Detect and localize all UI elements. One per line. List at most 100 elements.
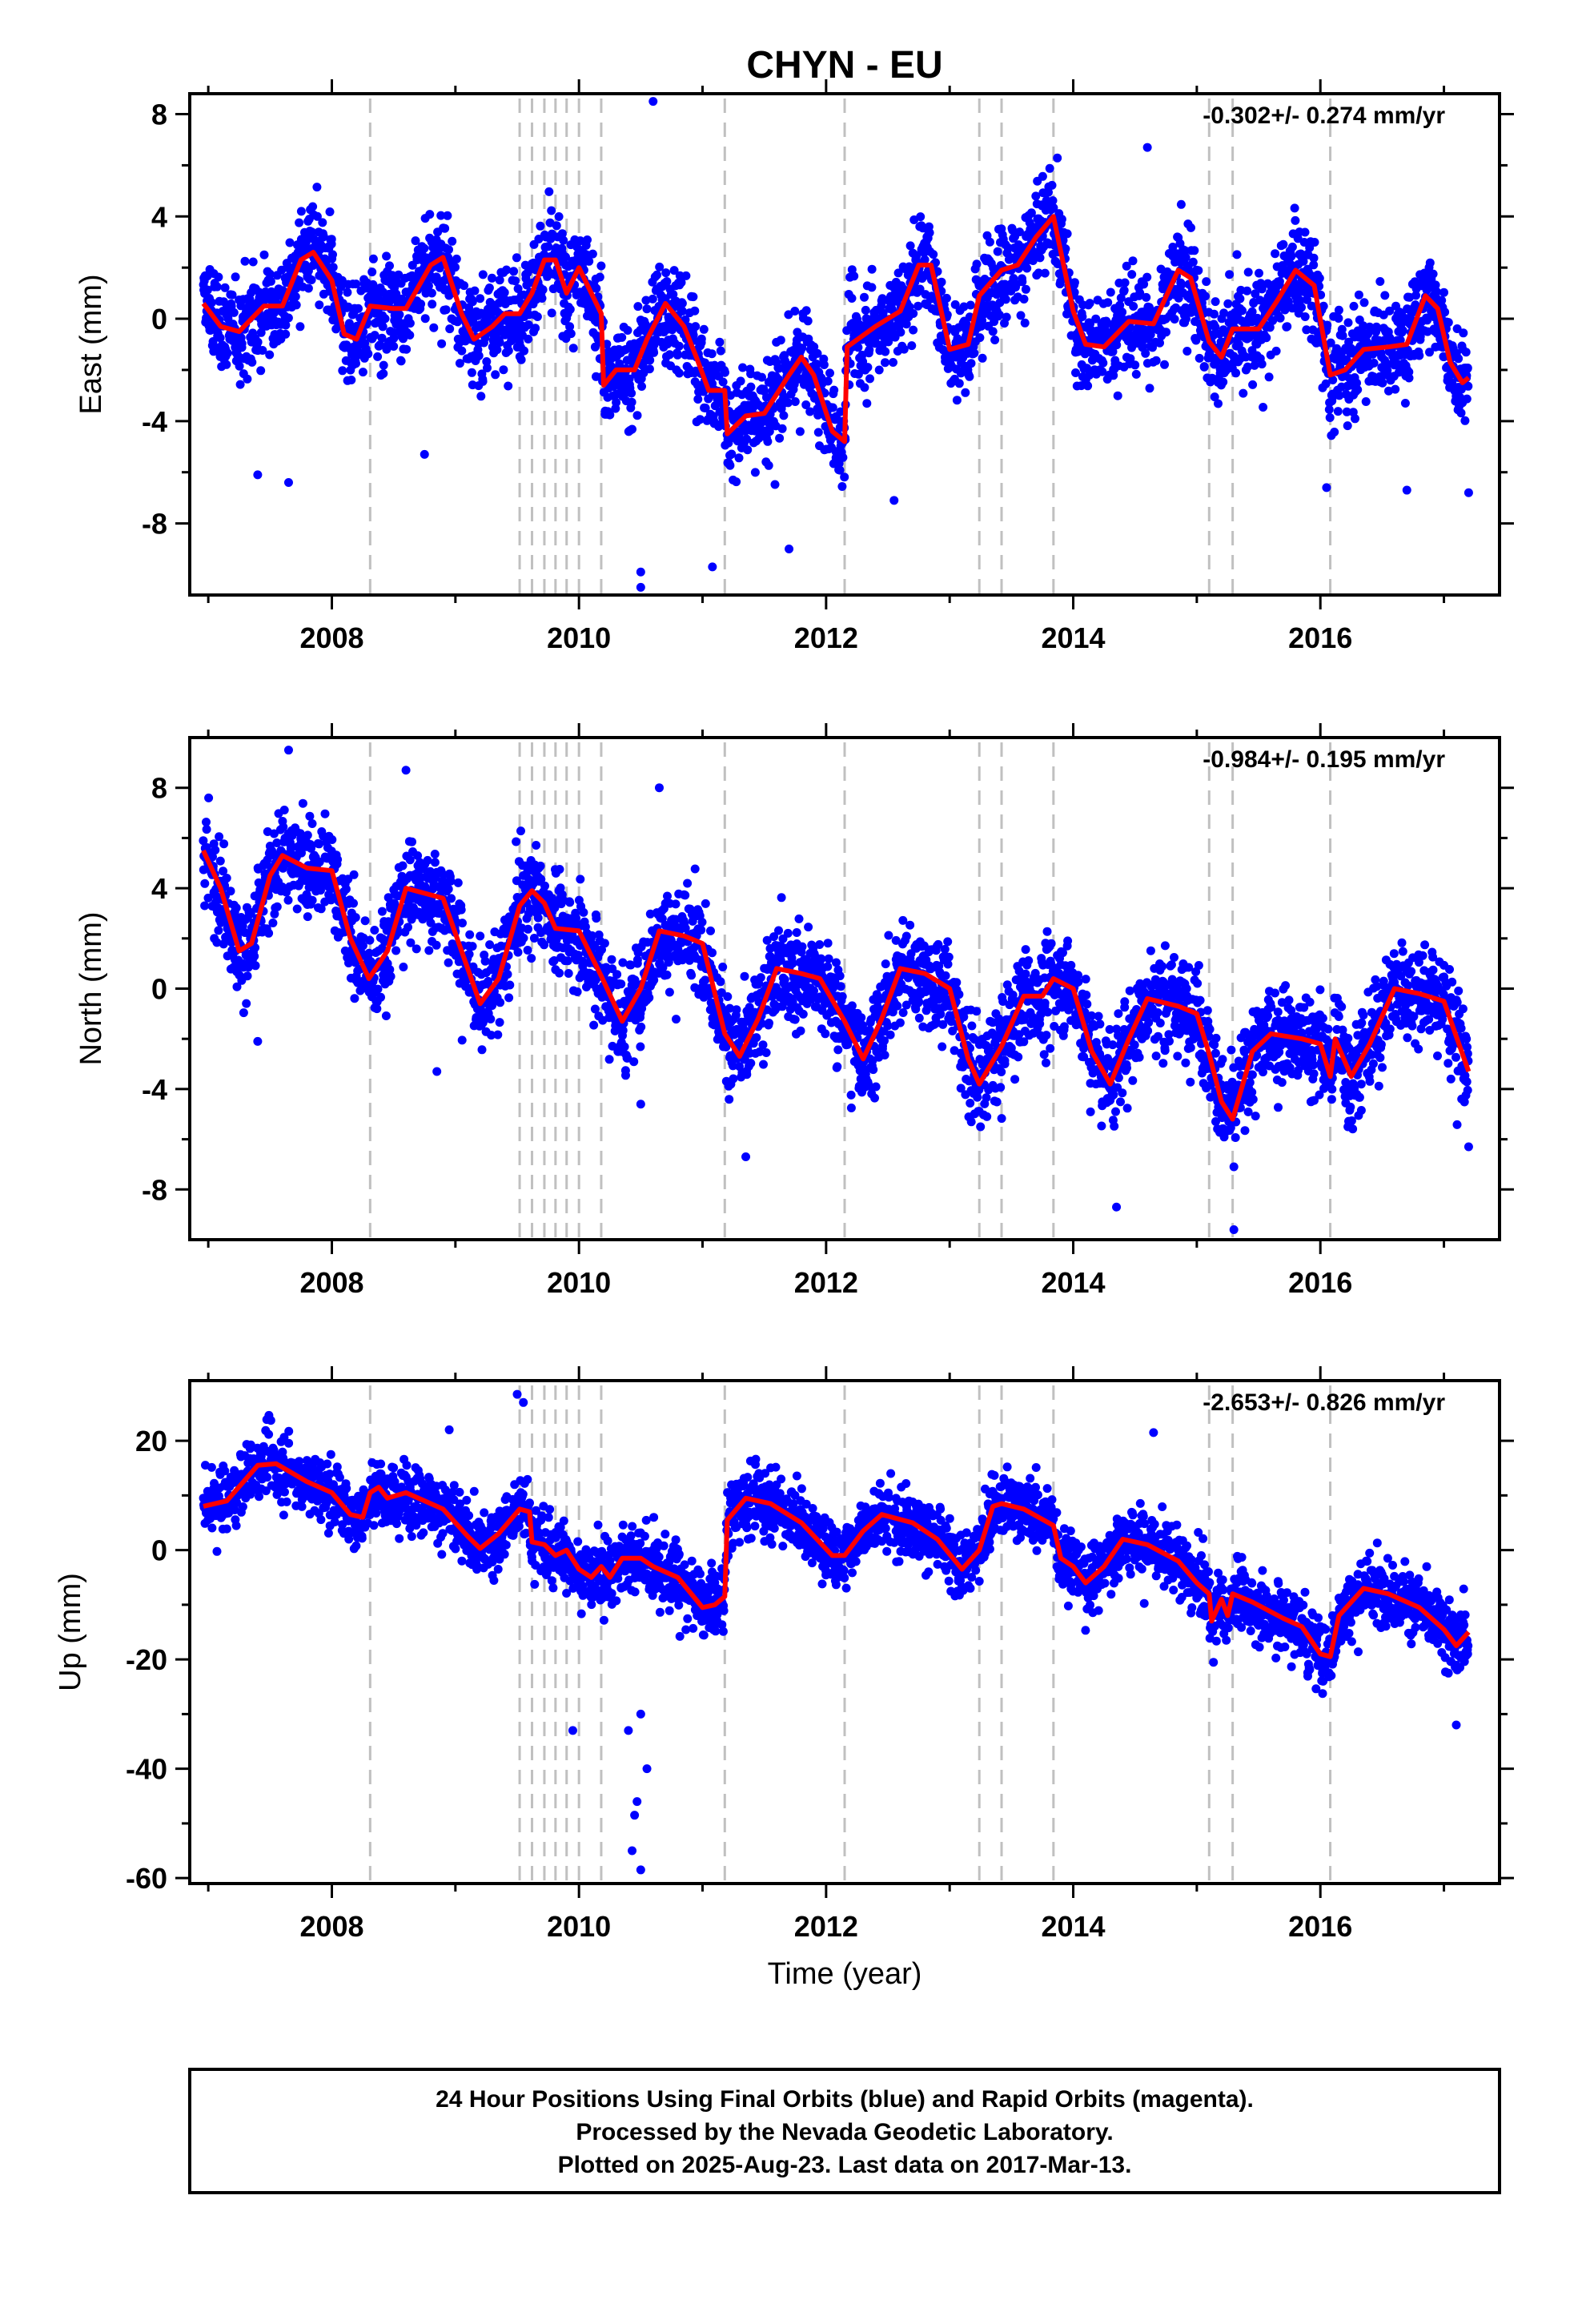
- data-point: [202, 825, 211, 834]
- data-point: [1210, 309, 1219, 319]
- data-point: [865, 374, 874, 384]
- data-point: [319, 231, 328, 241]
- data-point: [484, 976, 493, 986]
- data-point: [565, 898, 575, 907]
- data-point: [423, 855, 432, 865]
- data-point: [878, 308, 888, 318]
- data-point: [621, 1071, 630, 1080]
- data-point: [511, 276, 520, 286]
- data-point: [208, 852, 217, 862]
- data-point: [465, 930, 475, 939]
- data-point: [1398, 326, 1407, 336]
- data-point: [1158, 284, 1167, 294]
- data-point: [1181, 253, 1191, 262]
- data-point: [1155, 338, 1164, 348]
- daily-positions: [199, 97, 1473, 592]
- data-point: [305, 811, 315, 821]
- data-point: [862, 399, 872, 408]
- data-point: [632, 955, 642, 964]
- data-point: [295, 322, 305, 332]
- data-point: [896, 328, 905, 337]
- data-point: [681, 271, 691, 280]
- data-point: [474, 351, 484, 360]
- data-point: [1330, 428, 1339, 436]
- data-point: [763, 436, 773, 446]
- data-point: [836, 407, 845, 416]
- data-point: [669, 266, 679, 275]
- data-point: [425, 210, 435, 219]
- data-point: [860, 383, 869, 392]
- data-point: [408, 837, 416, 846]
- data-point: [1223, 299, 1233, 308]
- data-point: [584, 256, 594, 266]
- data-point: [389, 342, 399, 351]
- data-point: [695, 415, 705, 424]
- data-point: [504, 381, 513, 391]
- data-point: [555, 968, 564, 978]
- data-point: [1369, 358, 1379, 368]
- data-point: [909, 309, 918, 318]
- data-point: [783, 398, 793, 408]
- data-point: [1284, 297, 1293, 307]
- data-point: [952, 396, 962, 405]
- data-point: [1287, 251, 1296, 261]
- data-point: [1018, 277, 1027, 287]
- data-point: [250, 951, 259, 961]
- data-point: [1142, 272, 1152, 282]
- data-point: [993, 247, 1002, 256]
- data-point: [199, 836, 208, 846]
- data-point: [1287, 242, 1297, 251]
- data-point: [727, 449, 737, 459]
- data-point: [448, 236, 457, 246]
- data-point: [775, 433, 785, 443]
- data-point: [259, 250, 269, 259]
- data-point: [512, 253, 521, 263]
- data-point: [281, 329, 291, 339]
- outlier-point: [889, 496, 899, 505]
- data-point: [801, 306, 811, 316]
- data-point: [701, 899, 710, 908]
- data-point: [1321, 379, 1331, 388]
- data-point: [697, 334, 706, 344]
- data-point: [1194, 266, 1203, 275]
- data-point: [572, 987, 582, 996]
- data-point: [672, 1015, 681, 1024]
- data-point: [1098, 358, 1108, 368]
- data-point: [367, 267, 377, 277]
- data-point: [394, 270, 404, 279]
- data-point: [360, 916, 370, 926]
- data-point: [1031, 191, 1041, 201]
- data-point: [829, 385, 839, 395]
- data-point: [677, 278, 686, 287]
- data-point: [1035, 253, 1045, 263]
- data-point: [674, 368, 684, 378]
- data-point: [990, 336, 1000, 344]
- data-point: [307, 275, 316, 284]
- data-point: [380, 314, 390, 324]
- data-point: [540, 881, 549, 891]
- data-point: [363, 349, 373, 359]
- data-point: [416, 300, 426, 309]
- data-point: [229, 308, 239, 317]
- data-point: [840, 472, 849, 482]
- data-point: [468, 942, 477, 951]
- data-point: [1190, 246, 1199, 255]
- data-point: [1049, 203, 1058, 212]
- data-point: [961, 388, 970, 397]
- data-point: [538, 285, 548, 295]
- data-point: [1271, 249, 1280, 259]
- data-point: [503, 970, 512, 979]
- data-point: [307, 227, 316, 237]
- data-point: [620, 1042, 629, 1051]
- data-point: [246, 909, 255, 919]
- data-point: [545, 218, 555, 227]
- data-point: [774, 375, 783, 384]
- data-point: [1238, 306, 1247, 316]
- data-point: [636, 1022, 646, 1031]
- data-point: [1102, 316, 1111, 326]
- data-point: [291, 292, 300, 301]
- data-point: [202, 818, 211, 826]
- data-point: [657, 914, 667, 923]
- data-point: [1022, 263, 1032, 273]
